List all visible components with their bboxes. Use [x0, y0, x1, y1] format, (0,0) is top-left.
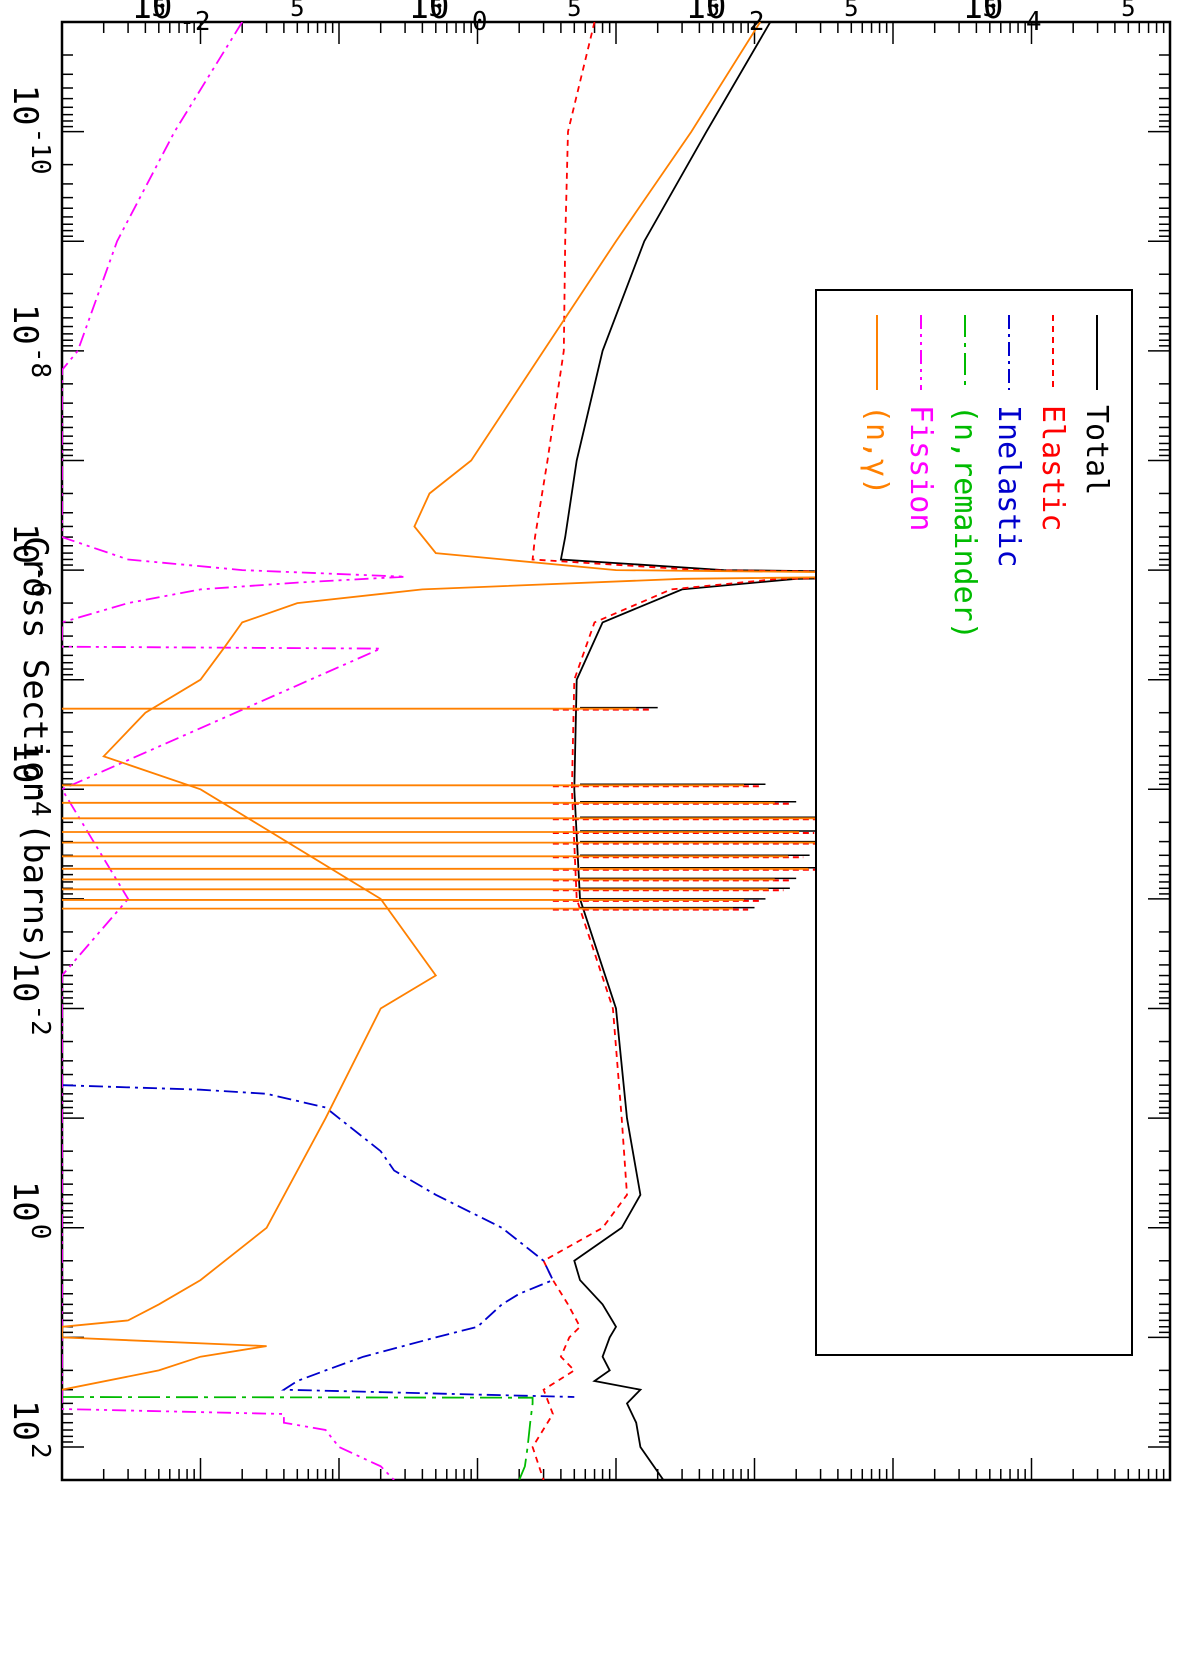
y-tick-exp: 4: [1026, 7, 1042, 37]
legend-box: [815, 289, 1133, 1356]
x-tick-label: 102: [5, 1400, 55, 1459]
x-tick-exp: 0: [25, 1224, 55, 1240]
y-tick-label: 10 2: [686, 0, 765, 37]
x-tick-base: 10: [5, 304, 45, 345]
x-tick-label: 10-4: [5, 742, 55, 816]
y-tick-label: 10 0: [409, 0, 488, 37]
legend-item: (n,remainder): [947, 315, 982, 640]
legend: Total Elastic Inelastic (n,remainder) Fissio…: [815, 289, 1133, 1356]
x-tick-label: 10-2: [5, 962, 55, 1036]
x-tick-exp: -4: [25, 785, 55, 816]
y-axis-tick-labels: 10 -2 10 0 10 2 10 45 5 5 5 5 5 5 5: [132, 0, 1136, 37]
legend-label: (n,γ): [859, 405, 894, 495]
y-tick-base: 10: [132, 0, 173, 27]
x-tick-base: 10: [5, 523, 45, 564]
series-line-6: [62, 22, 1074, 1391]
x-tick-base: 10: [5, 1400, 45, 1441]
y-minor-label: 5: [290, 0, 304, 22]
y-tick-label: 10 4: [963, 0, 1042, 37]
y-axis-ticks: [61, 22, 1171, 1480]
y-tick-exp: 2: [749, 7, 765, 37]
y-minor-label: 5: [844, 0, 858, 22]
y-tick-base: 10: [963, 0, 1004, 27]
y-tick-exp: -2: [179, 7, 210, 37]
x-tick-label: 10-10: [5, 85, 55, 175]
y-tick-label: 10 -2: [132, 0, 211, 37]
y-tick-exp: 0: [472, 7, 488, 37]
y-minor-label: 5: [152, 0, 166, 22]
y-tick-base: 10: [409, 0, 450, 27]
legend-label: Fission: [903, 405, 938, 531]
y-minor-label: 5: [429, 0, 443, 22]
legend-item: Total: [1079, 315, 1114, 495]
y-minor-label: 5: [1121, 0, 1135, 22]
legend-label: Total: [1079, 405, 1114, 495]
series-line-5: [62, 22, 406, 1480]
x-tick-exp: -6: [25, 566, 55, 597]
y-minor-label: 5: [983, 0, 997, 22]
series-line-2: [531, 22, 1087, 1480]
x-axis-ticks: [62, 21, 1170, 1481]
series-layer: [62, 22, 1098, 1480]
x-tick-base: 10: [5, 742, 45, 783]
x-tick-base: 10: [5, 85, 45, 126]
x-tick-base: 10: [5, 1181, 45, 1222]
x-tick-exp: -2: [25, 1005, 55, 1036]
y-tick-base: 10: [686, 0, 727, 27]
legend-item: Fission: [903, 315, 938, 531]
x-tick-base: 10: [5, 962, 45, 1003]
series-line-1: [559, 22, 1098, 1480]
legend-item: Inelastic: [991, 315, 1026, 568]
series-line-4: [62, 1396, 534, 1480]
x-tick-exp: -10: [25, 128, 55, 175]
y-axis-label: Cross Section (barns): [15, 536, 55, 966]
series-line-3: [62, 1084, 575, 1398]
x-tick-label: 10-6: [5, 523, 55, 597]
legend-label: (n,remainder): [947, 405, 982, 640]
x-tick-label: 10-8: [5, 304, 55, 378]
y-minor-label: 5: [706, 0, 720, 22]
y-minor-label: 5: [567, 0, 581, 22]
x-tick-exp: -8: [25, 347, 55, 378]
x-tick-label: 100: [5, 1181, 55, 1240]
legend-label: Elastic: [1035, 405, 1070, 531]
legend-item: Elastic: [1035, 315, 1070, 531]
legend-label: Inelastic: [991, 405, 1026, 568]
x-tick-exp: 2: [25, 1443, 55, 1459]
legend-item: (n,γ): [859, 315, 894, 495]
